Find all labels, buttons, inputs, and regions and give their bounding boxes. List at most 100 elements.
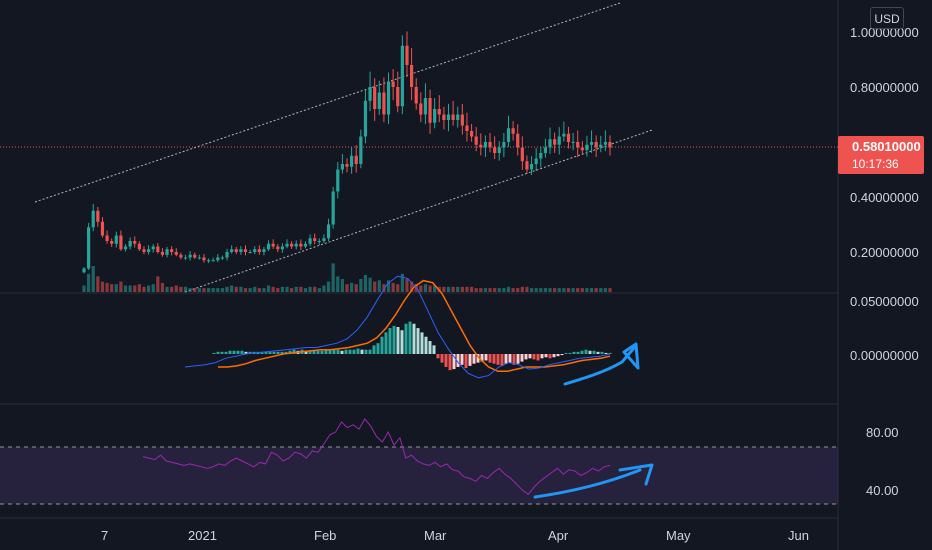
macd-histogram-bar: [260, 351, 264, 354]
volume-bar: [133, 285, 137, 292]
volume-bar: [354, 284, 358, 292]
candle-body: [345, 164, 349, 167]
candle-body: [493, 147, 497, 153]
macd-histogram-bar: [308, 350, 312, 354]
volume-bar: [216, 288, 220, 292]
macd-arrow-head: [622, 342, 640, 370]
volume-bar: [562, 288, 566, 292]
macd-histogram-bar: [516, 354, 520, 364]
macd-histogram-bar: [416, 328, 420, 354]
macd-arrow-drawing[interactable]: [563, 346, 636, 386]
volume-bar: [520, 286, 524, 292]
candle-body: [539, 153, 543, 159]
macd-histogram-bar: [244, 351, 248, 354]
macd-line: [184, 275, 611, 379]
macd-histogram-bar: [464, 354, 468, 369]
volume-bar: [82, 285, 86, 292]
macd-histogram-bar: [268, 351, 272, 354]
candle-body: [276, 246, 280, 250]
candle-body: [234, 249, 238, 252]
volume-bar: [165, 286, 169, 292]
candle-body: [303, 243, 308, 247]
volume-bars: [82, 263, 612, 292]
macd-histogram-bar: [496, 354, 500, 365]
volume-bar: [137, 284, 141, 292]
volume-bar: [469, 286, 474, 292]
time-axis[interactable]: 7 2021 Feb Mar Apr May Jun: [101, 528, 809, 543]
volume-bar: [571, 288, 575, 292]
macd-histogram-bar: [552, 354, 556, 358]
candle-body: [137, 243, 141, 250]
volume-bar: [243, 288, 248, 292]
macd-histogram-bar: [288, 350, 292, 354]
macd-histogram-bar: [540, 354, 544, 359]
candle-body: [446, 114, 451, 120]
candlesticks: [82, 31, 612, 274]
volume-bar: [142, 286, 146, 292]
candle-body: [114, 235, 118, 244]
candle-body: [82, 268, 86, 273]
candle-body: [188, 254, 192, 258]
volume-bar: [294, 286, 298, 292]
macd-histogram-bar: [348, 349, 352, 354]
candle-body: [433, 109, 437, 123]
macd-histogram-bar: [520, 354, 524, 362]
candle-body: [456, 114, 460, 120]
macd-histogram-bar: [588, 350, 592, 354]
volume-bar: [511, 288, 515, 292]
macd-histogram-bar: [428, 341, 432, 354]
macd-histogram-bar: [344, 349, 348, 354]
candle-body: [594, 142, 598, 148]
volume-bar: [91, 266, 95, 292]
volume-bar: [493, 288, 497, 292]
volume-bar: [382, 284, 386, 292]
macd-histogram-bar: [264, 351, 268, 354]
volume-bar: [308, 286, 312, 292]
macd-histogram-bar: [468, 354, 472, 366]
candle-body: [497, 147, 501, 153]
macd-histogram-bar: [584, 349, 588, 354]
macd-histogram-bar: [400, 330, 404, 354]
candle-body: [391, 81, 395, 87]
candle-body: [529, 164, 534, 170]
macd-histogram-bar: [568, 352, 572, 354]
macd-histogram-bar: [452, 354, 456, 370]
macd-histogram-bar: [500, 354, 504, 366]
volume-bar: [603, 288, 607, 292]
candle-body: [520, 147, 524, 162]
volume-bar: [465, 286, 469, 292]
candle-body: [396, 87, 400, 107]
candle-body: [174, 252, 178, 255]
volume-bar: [543, 288, 548, 292]
volume-bar: [599, 288, 603, 292]
macd-histogram-bar: [604, 352, 608, 354]
candle-body: [197, 257, 201, 259]
macd-histogram-bar: [328, 349, 332, 354]
trend-channel-upper-line[interactable]: [34, 2, 621, 203]
macd-histogram-bar: [448, 354, 452, 371]
volume-bar: [128, 285, 132, 292]
candle-body: [100, 221, 105, 236]
candle-body: [156, 246, 160, 252]
rsi-line: [142, 418, 611, 496]
price-tick-label: 0.40000000: [850, 190, 919, 205]
volume-bar: [405, 279, 409, 292]
volume-bar: [100, 281, 105, 292]
macd-histogram-bar: [472, 354, 476, 364]
macd-histogram-bar: [272, 351, 276, 354]
volume-bar: [386, 280, 391, 292]
rsi-arrow-drawing[interactable]: [533, 468, 642, 499]
macd-histogram-bar: [488, 354, 492, 363]
macd-histogram-bar: [532, 354, 536, 360]
candle-body: [428, 98, 432, 123]
macd-histogram-bar: [292, 349, 296, 354]
volume-bar: [539, 288, 543, 292]
macd-histogram-bar: [336, 349, 340, 354]
currency-button[interactable]: USD: [870, 7, 904, 29]
volume-bar: [377, 280, 381, 292]
candle-body: [442, 114, 446, 120]
candle-body: [317, 241, 321, 242]
candle-body: [479, 144, 483, 148]
